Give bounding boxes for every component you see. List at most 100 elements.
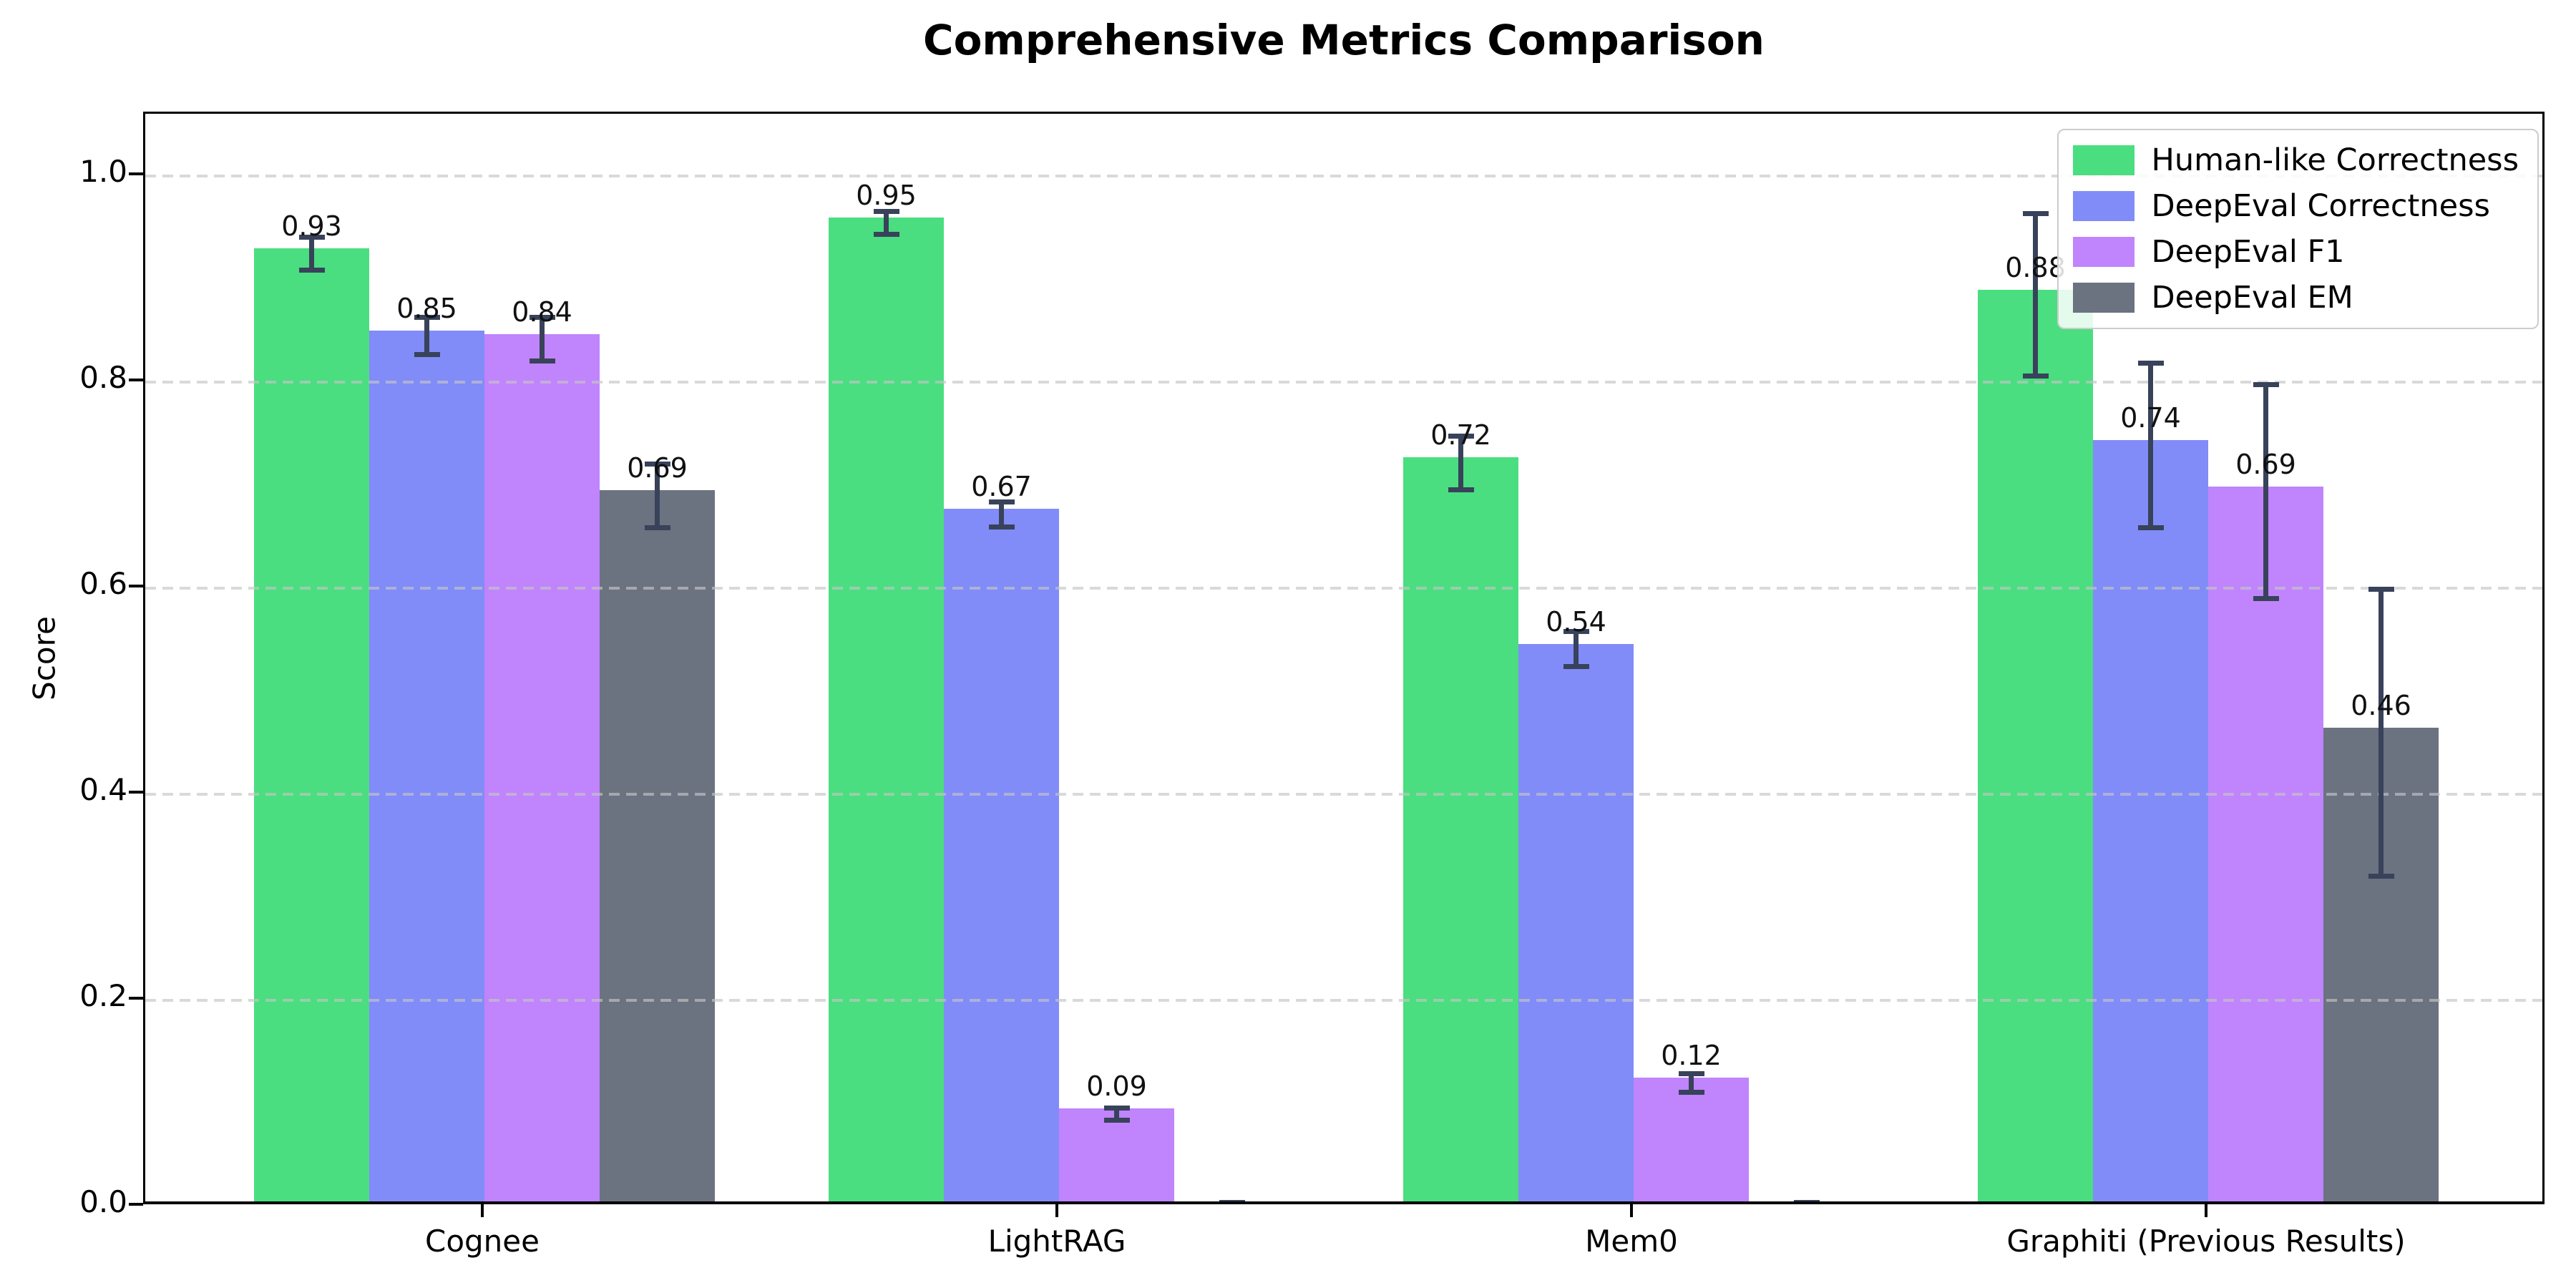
error-bar-cap-bottom xyxy=(414,352,440,358)
x-tick-label: Cognee xyxy=(425,1224,540,1259)
x-tick-label: LightRAG xyxy=(987,1224,1126,1259)
gridline xyxy=(145,587,2542,590)
error-bar-cap-top xyxy=(1793,1200,1820,1201)
bar xyxy=(1978,290,2093,1201)
bar xyxy=(1059,1108,1174,1201)
error-bar-cap-bottom xyxy=(644,525,670,531)
y-tick-mark xyxy=(129,1203,143,1206)
legend-label: DeepEval Correctness xyxy=(2151,188,2490,224)
error-bar-cap-bottom xyxy=(1563,664,1589,670)
value-label: 0.88 xyxy=(2005,251,2066,283)
x-tick-mark xyxy=(1630,1204,1633,1217)
y-axis-label: Score xyxy=(26,616,62,701)
bar xyxy=(254,248,369,1201)
error-bar-cap-top xyxy=(988,499,1015,505)
error-bar-cap-bottom xyxy=(2368,873,2394,879)
legend-swatch xyxy=(2072,283,2135,313)
y-tick-label: 1.0 xyxy=(79,154,127,189)
value-label: 0.09 xyxy=(1086,1070,1147,1103)
bar xyxy=(1634,1078,1749,1201)
error-bar-cap-top xyxy=(2368,587,2394,592)
y-tick-mark xyxy=(129,997,143,1000)
legend-item: DeepEval Correctness xyxy=(2072,187,2519,225)
error-bar-cap-top xyxy=(2253,381,2279,387)
error-bar-cap-top xyxy=(529,315,555,321)
error-bar-cap-top xyxy=(1219,1200,1245,1201)
error-bar-cap-top xyxy=(1678,1071,1704,1077)
legend-swatch xyxy=(2072,191,2135,221)
value-label: 0.54 xyxy=(1546,605,1606,638)
gridline xyxy=(145,175,2542,177)
legend-label: DeepEval EM xyxy=(2151,280,2353,316)
value-label: 0.85 xyxy=(396,293,457,325)
bar xyxy=(944,509,1059,1201)
chart-title: Comprehensive Metrics Comparison xyxy=(923,16,1765,64)
x-tick-mark xyxy=(2205,1204,2207,1217)
error-bar-cap-top xyxy=(873,208,899,214)
value-label: 0.72 xyxy=(1430,419,1491,452)
y-tick-mark xyxy=(129,172,143,175)
value-label: 0.67 xyxy=(971,471,1032,503)
legend-label: DeepEval F1 xyxy=(2151,234,2345,270)
y-tick-label: 0.4 xyxy=(79,772,127,807)
error-bar-line xyxy=(884,210,889,234)
error-bar-cap-top xyxy=(2022,210,2049,216)
legend: Human-like Correctness DeepEval Correctne… xyxy=(2057,129,2539,329)
y-tick-label: 0.2 xyxy=(79,978,127,1013)
x-tick-mark xyxy=(481,1204,484,1217)
error-bar-line xyxy=(1229,1202,1234,1204)
bar xyxy=(2208,487,2323,1201)
error-bar-cap-bottom xyxy=(1678,1090,1704,1096)
legend-item: DeepEval F1 xyxy=(2072,233,2519,270)
y-tick-mark xyxy=(129,585,143,587)
legend-item: Human-like Correctness xyxy=(2072,142,2519,179)
error-bar-cap-bottom xyxy=(988,524,1015,530)
bar xyxy=(829,218,944,1201)
error-bar-line xyxy=(1114,1107,1119,1121)
error-bar-cap-top xyxy=(1448,433,1474,439)
error-bar-cap-bottom xyxy=(298,268,325,273)
bar xyxy=(600,490,715,1201)
value-label: 0.74 xyxy=(2120,401,2181,434)
error-bar-cap-bottom xyxy=(873,231,899,237)
error-bar-line xyxy=(424,317,429,355)
error-bar-cap-top xyxy=(2137,360,2164,366)
value-label: 0.69 xyxy=(627,452,688,484)
error-bar-line xyxy=(2033,213,2038,376)
error-bar-line xyxy=(1458,435,1463,489)
error-bar-cap-top xyxy=(1103,1105,1130,1111)
error-bar-cap-top xyxy=(298,234,325,240)
error-bar-cap-top xyxy=(1563,629,1589,635)
x-tick-label: Graphiti (Previous Results) xyxy=(2006,1224,2406,1259)
value-label: 0.84 xyxy=(512,296,572,328)
legend-item: DeepEval EM xyxy=(2072,279,2519,316)
y-tick-mark xyxy=(129,791,143,794)
error-bar-line xyxy=(2263,384,2268,599)
error-bar-line xyxy=(309,236,314,270)
x-tick-label: Mem0 xyxy=(1585,1224,1678,1259)
legend-swatch xyxy=(2072,145,2135,175)
value-label: 0.12 xyxy=(1661,1040,1722,1072)
error-bar-cap-bottom xyxy=(1448,487,1474,492)
value-label: 0.95 xyxy=(856,179,917,211)
gridline xyxy=(145,793,2542,796)
error-bar-cap-top xyxy=(414,315,440,321)
error-bar-line xyxy=(2148,362,2153,528)
error-bar-cap-bottom xyxy=(2253,596,2279,602)
gridline xyxy=(145,999,2542,1002)
error-bar-cap-bottom xyxy=(2022,374,2049,379)
legend-swatch xyxy=(2072,237,2135,267)
bar xyxy=(369,331,484,1201)
value-label: 0.93 xyxy=(281,210,342,242)
bar xyxy=(1403,457,1518,1201)
x-tick-mark xyxy=(1055,1204,1058,1217)
bar xyxy=(1518,644,1634,1201)
legend-label: Human-like Correctness xyxy=(2151,142,2519,178)
gridline xyxy=(145,381,2542,384)
bar xyxy=(484,334,600,1201)
error-bar-cap-top xyxy=(644,461,670,467)
error-bar-line xyxy=(2379,589,2384,876)
y-tick-label: 0.0 xyxy=(79,1184,127,1219)
error-bar-line xyxy=(540,317,545,361)
